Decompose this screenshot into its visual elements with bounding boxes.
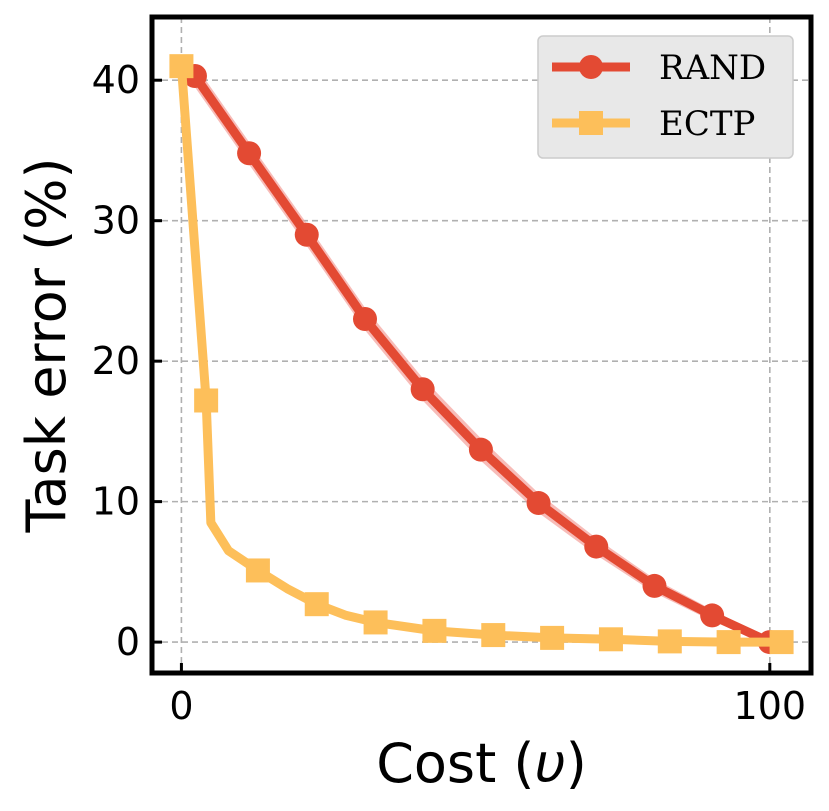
data-point <box>422 618 447 643</box>
data-point <box>642 573 667 598</box>
series-layer <box>169 54 794 655</box>
legend-item: ECTP <box>552 104 755 144</box>
data-point <box>716 630 741 655</box>
y-tick-label: 20 <box>92 339 140 383</box>
legend-marker <box>579 55 603 79</box>
data-point <box>526 491 551 516</box>
legend-label: ECTP <box>659 104 755 144</box>
data-point <box>169 54 194 79</box>
data-point <box>363 610 388 635</box>
x-axis-label-text: Cost ( <box>376 732 534 795</box>
y-tick-label: 30 <box>92 199 140 243</box>
data-point <box>584 534 609 559</box>
x-axis-label: Cost (υ) <box>376 732 587 795</box>
data-point <box>294 222 319 247</box>
data-point <box>700 603 725 628</box>
legend: RAND ECTP <box>537 35 794 159</box>
data-point <box>481 623 506 648</box>
data-point <box>352 307 377 332</box>
data-point <box>598 627 623 652</box>
data-point <box>194 388 219 413</box>
data-point <box>410 377 435 402</box>
y-tick-label: 10 <box>92 480 140 524</box>
legend-item: RAND <box>552 48 766 88</box>
x-tick-label: 0 <box>169 684 193 728</box>
legend-marker <box>579 111 603 135</box>
series-line <box>176 61 787 647</box>
series-line <box>190 71 775 647</box>
data-point <box>540 625 565 650</box>
series-ectp <box>169 54 794 655</box>
x-tick-label: 100 <box>734 684 807 728</box>
data-point <box>304 592 329 617</box>
y-tick-label: 0 <box>116 620 140 664</box>
x-axis-label-close: ) <box>566 732 587 795</box>
data-point <box>245 558 270 583</box>
data-point <box>468 437 493 462</box>
plot-frame <box>149 14 814 676</box>
y-axis-label: Task error (%) <box>15 157 78 533</box>
axis-ticks: 0 10 20 30 40 0 100 <box>92 58 806 728</box>
y-tick-label: 40 <box>92 58 140 102</box>
series-rand <box>182 63 782 655</box>
x-axis-label-symbol: υ <box>534 732 565 795</box>
data-point <box>769 630 794 655</box>
data-point <box>657 629 682 654</box>
data-point <box>237 141 262 166</box>
legend-label: RAND <box>659 48 766 88</box>
